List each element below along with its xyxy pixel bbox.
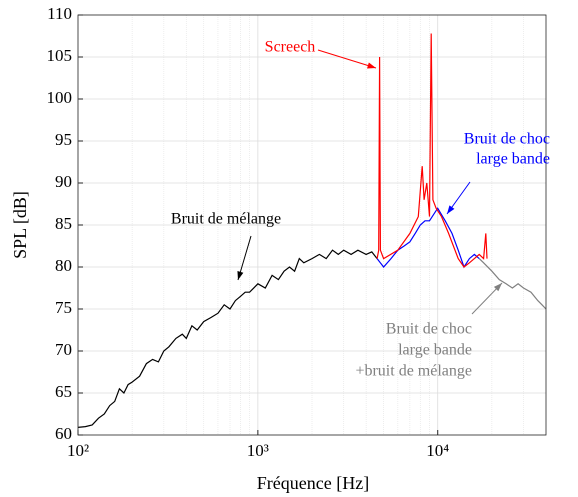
y-tick-label: 100: [47, 88, 73, 107]
x-tick-label: 10⁴: [426, 441, 449, 460]
plot-frame: [77, 14, 547, 436]
y-tick-label: 75: [55, 298, 72, 317]
annotation: +bruit de mélange: [355, 363, 472, 380]
x-axis-label: Fréquence [Hz]: [257, 473, 369, 493]
annotation: large bande: [398, 342, 472, 359]
arrow-head: [493, 283, 502, 292]
series-line: [376, 33, 488, 268]
y-tick-label: 80: [55, 256, 72, 275]
arrow-head: [447, 205, 455, 214]
arrow-head: [367, 62, 376, 69]
y-tick-label: 85: [55, 214, 72, 233]
y-tick-label: 105: [47, 46, 73, 65]
series-line: [478, 258, 547, 310]
x-tick-label: 10³: [247, 441, 269, 460]
y-tick-label: 90: [55, 172, 72, 191]
y-tick-label: 65: [55, 382, 72, 401]
annotation: Bruit de mélange: [171, 211, 281, 228]
y-axis-label: SPL [dB]: [10, 191, 30, 259]
y-tick-label: 60: [55, 424, 72, 443]
y-tick-label: 70: [55, 340, 72, 359]
annotation: Screech: [265, 39, 316, 56]
annotation: Bruit de choc: [386, 321, 472, 338]
y-tick-label: 110: [47, 4, 72, 23]
arrow-head: [237, 271, 244, 280]
annotation: Bruit de choc: [464, 131, 550, 148]
annotation-arrow: [317, 49, 377, 69]
series-line: [77, 249, 378, 428]
annotation: large bande: [476, 151, 550, 168]
x-tick-label: 10²: [67, 441, 89, 460]
y-tick-label: 95: [55, 130, 72, 149]
